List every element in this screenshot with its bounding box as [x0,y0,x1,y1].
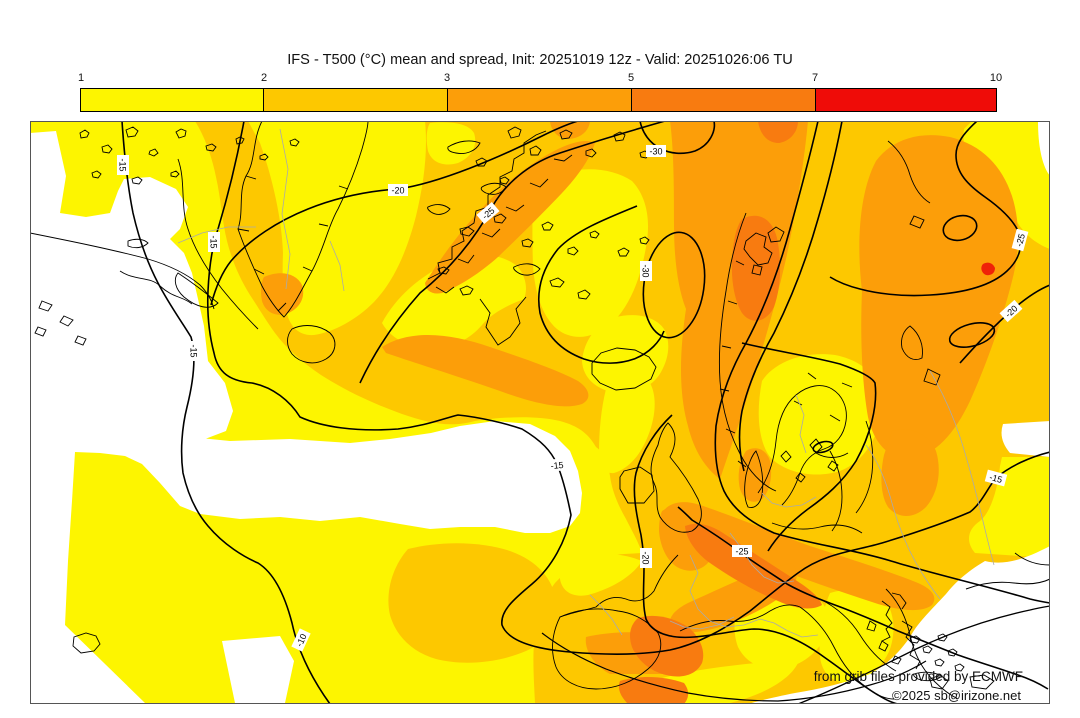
svg-text:-10: -10 [294,632,309,648]
svg-text:-30: -30 [649,147,662,157]
svg-text:-15: -15 [988,472,1003,485]
svg-text:-15: -15 [209,235,219,248]
svg-text:-25: -25 [1014,233,1027,248]
svg-text:-20: -20 [641,551,651,564]
svg-text:-20: -20 [391,186,404,196]
svg-text:-15: -15 [118,158,128,171]
svg-text:-15: -15 [550,460,564,471]
svg-text:-30: -30 [641,264,651,277]
svg-text:-25: -25 [735,547,748,557]
svg-text:-15: -15 [189,344,199,357]
